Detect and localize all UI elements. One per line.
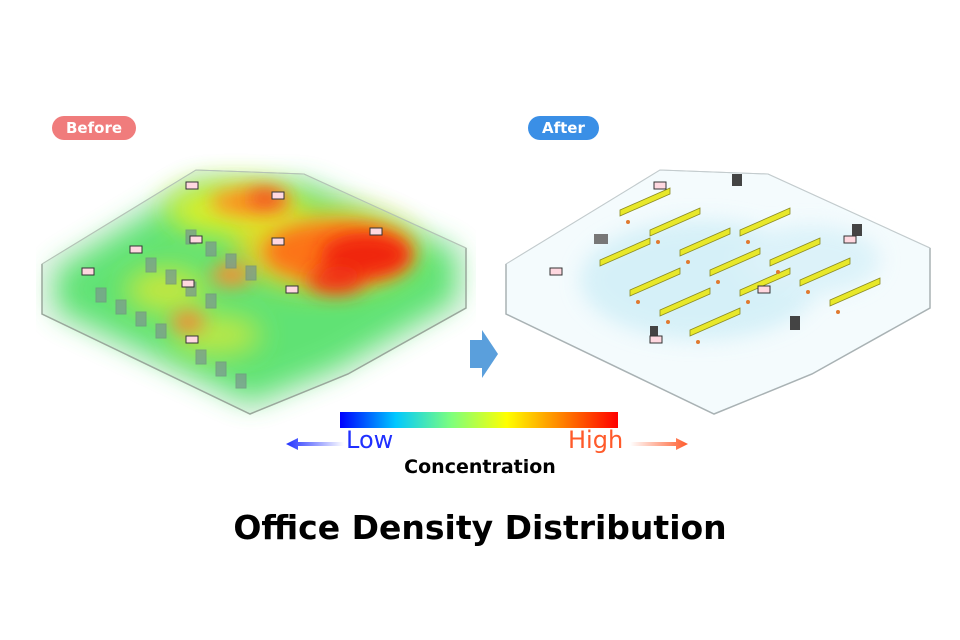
after-label: After	[542, 119, 585, 137]
high-label: High	[568, 426, 624, 454]
transition-arrow	[470, 330, 498, 378]
before-office-heatmap	[41, 169, 467, 415]
high-arrow-icon	[630, 438, 688, 450]
before-badge: Before	[52, 116, 137, 140]
after-dark-furniture	[594, 174, 862, 338]
before-outer-wall	[41, 248, 467, 415]
concentration-caption: Concentration	[404, 456, 556, 478]
low-arrow-icon	[286, 438, 344, 450]
after-ac-units	[549, 181, 857, 344]
after-partitions	[599, 187, 881, 337]
after-outer-wall	[505, 248, 931, 415]
low-label: Low	[346, 426, 394, 454]
after-badge: After	[528, 116, 599, 140]
page-title: Office Density Distribution	[233, 508, 727, 547]
before-ac-units	[81, 181, 383, 344]
after-office-layout	[505, 169, 931, 415]
after-chairs	[626, 220, 840, 344]
before-partitions	[95, 229, 257, 389]
before-label: Before	[66, 119, 123, 137]
concentration-scale-bar	[340, 412, 618, 428]
